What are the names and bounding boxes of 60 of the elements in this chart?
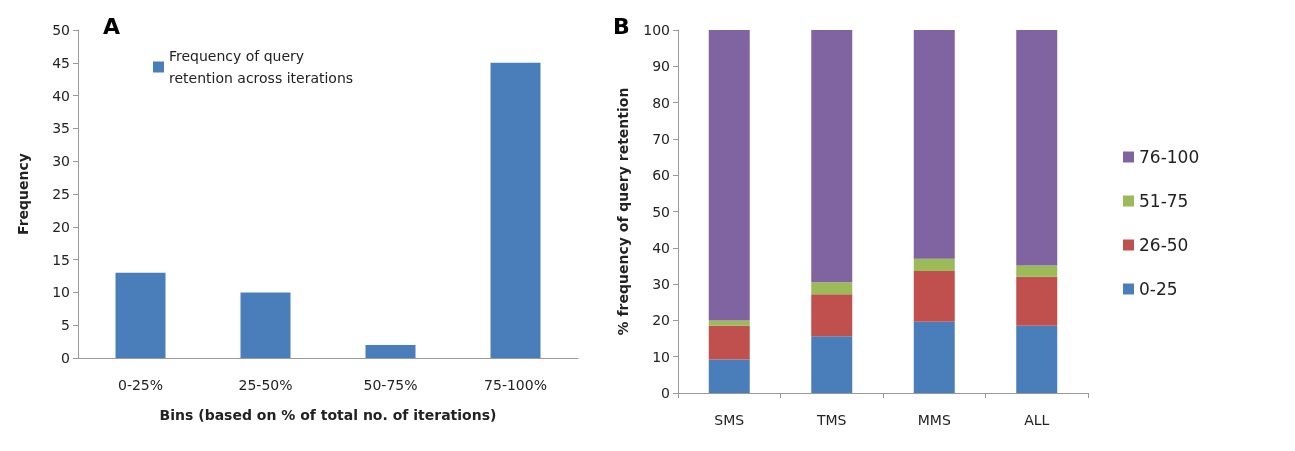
y-tick-label: 60 [652,167,670,184]
legend-label: 51-75 [1139,191,1189,211]
bar [365,344,416,358]
y-tick-label: 30 [652,276,670,293]
bar [1016,30,1058,266]
bar [1016,325,1058,393]
bar [811,30,853,283]
bar [708,325,750,360]
y-tick-label: 10 [52,284,70,301]
x-tick-label: 75-100% [484,377,547,393]
bar [115,272,166,358]
x-tick-label: MMS [917,412,951,428]
x-tick-label: 25-50% [238,377,293,393]
chart-title: A [103,13,121,39]
y-tick-label: 70 [652,130,670,147]
y-tick-label: 20 [52,218,70,235]
y-tick-label: 50 [52,22,70,38]
bar [708,30,750,321]
x-tick-label: 50-75% [363,377,418,393]
y-tick-label: 40 [652,239,670,256]
legend-label: 76-100 [1139,147,1200,167]
y-tick-label: 15 [52,251,70,268]
y-tick-label: 25 [52,186,70,202]
y-tick-label: 5 [61,317,70,334]
x-axis-title: Bins (based on % of total no. of iterations) [159,407,497,423]
legend-label: Frequency of query retention across iterations [169,48,354,86]
legend-label: 0-25 [1139,279,1178,299]
bar [913,30,955,259]
bar [1016,276,1058,326]
y-tick-label: 45 [52,54,70,71]
y-tick-label: 35 [52,120,70,137]
y-tick-label: 40 [52,87,70,104]
bar [913,271,955,322]
chart-title: B [613,13,630,39]
y-tick-label: 80 [652,94,670,111]
y-tick-label: 100 [643,22,670,38]
bar [240,292,291,358]
y-tick-label: 0 [661,385,670,401]
bar [708,320,750,326]
y-tick-label: 0 [61,350,70,366]
y-tick-label: 30 [52,153,70,170]
y-tick-label: 10 [652,348,670,365]
x-tick-label: SMS [714,412,745,428]
x-tick-label: TMS [815,412,847,428]
y-tick-label: 20 [652,312,670,329]
y-tick-label: 90 [652,58,670,75]
bar [913,321,955,393]
bar [1016,265,1058,277]
y-axis-title: % frequency of query retention [615,87,631,336]
y-axis-title: Frequency [15,153,31,235]
x-tick-label: 0-25% [117,377,164,393]
bar [811,282,853,295]
bar [811,336,853,393]
legend-label: 26-50 [1139,235,1189,255]
bar [490,62,541,358]
bar [811,294,853,337]
bar [913,258,955,272]
bar [708,359,750,393]
x-tick-label: ALL [1024,412,1050,428]
y-tick-label: 50 [652,203,670,220]
